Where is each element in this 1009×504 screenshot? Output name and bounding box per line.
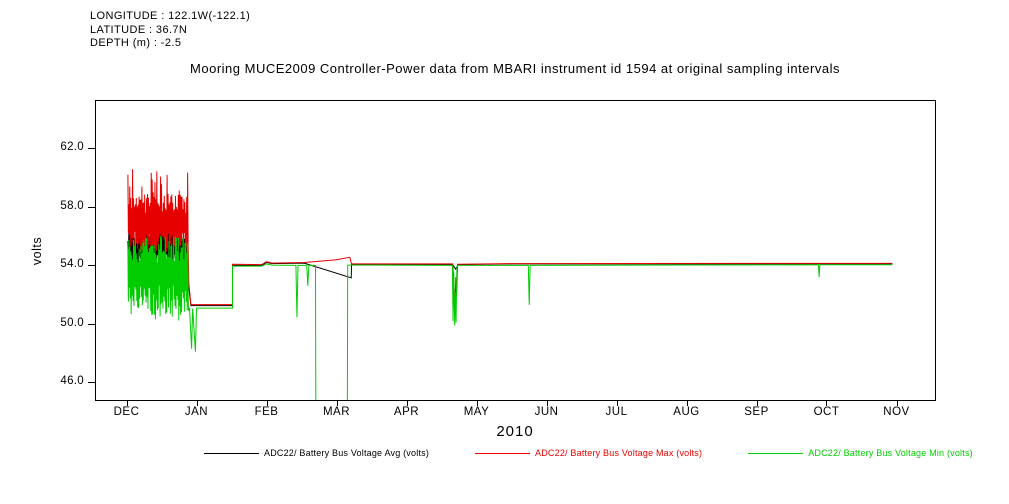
legend-item-1: ADC22/ Battery Bus Voltage Max (volts) — [475, 448, 702, 458]
longitude-label: LONGITUDE : 122.1W(-122.1) — [90, 10, 251, 22]
legend-item-2: ADC22/ Battery Bus Voltage Min (volts) — [748, 448, 973, 458]
y-tick-label-46.0: 46.0 — [60, 375, 84, 388]
legend-line-sample-2 — [748, 452, 804, 454]
legend-label-2: ADC22/ Battery Bus Voltage Min (volts) — [808, 448, 973, 458]
latitude-label: LATITUDE : 36.7N — [90, 23, 188, 36]
x-tick-label-JUL: JUL — [605, 406, 628, 418]
legend-label-0: ADC22/ Battery Bus Voltage Avg (volts) — [264, 448, 430, 458]
y-tick-label-62.0: 62.0 — [60, 141, 84, 154]
x-tick-label-NOV: NOV — [883, 406, 910, 418]
legend-line-sample-1 — [475, 452, 531, 454]
legend-item-0: ADC22/ Battery Bus Voltage Avg (volts) — [204, 448, 429, 458]
y-tick-label-50.0: 50.0 — [60, 316, 84, 329]
chart-title: Mooring MUCE2009 Controller-Power data f… — [190, 61, 840, 76]
depth-label: DEPTH (m) : -2.5 — [90, 37, 182, 49]
x-tick-label-OCT: OCT — [813, 406, 840, 418]
plot-border — [95, 100, 936, 401]
series-line-2 — [127, 236, 893, 400]
y-tick-label-54.0: 54.0 — [60, 258, 84, 271]
x-tick-label-APR: APR — [393, 406, 420, 418]
legend: ADC22/ Battery Bus Voltage Avg (volts) AD… — [204, 448, 973, 458]
x-tick-label-JAN: JAN — [184, 406, 209, 418]
x-tick-label-MAY: MAY — [463, 406, 490, 418]
x-tick-label-SEP: SEP — [744, 406, 769, 418]
x-tick-label-DEC: DEC — [113, 406, 140, 418]
legend-line-sample-0 — [204, 452, 259, 454]
x-tick-label-FEB: FEB — [254, 406, 279, 418]
header-block: LONGITUDE : 122.1W(-122.1) LATITUDE : 36… — [90, 10, 250, 51]
legend-label-1: ADC22/ Battery Bus Voltage Max (volts) — [535, 448, 703, 458]
y-tick-label-58.0: 58.0 — [60, 199, 84, 212]
series-line-1 — [127, 169, 893, 306]
x-tick-label-AUG: AUG — [673, 406, 700, 418]
x-axis-title: 2010 — [496, 423, 534, 440]
x-tick-label-JUN: JUN — [534, 406, 559, 418]
x-tick-label-MAR: MAR — [322, 406, 351, 418]
series-lines — [127, 169, 893, 400]
